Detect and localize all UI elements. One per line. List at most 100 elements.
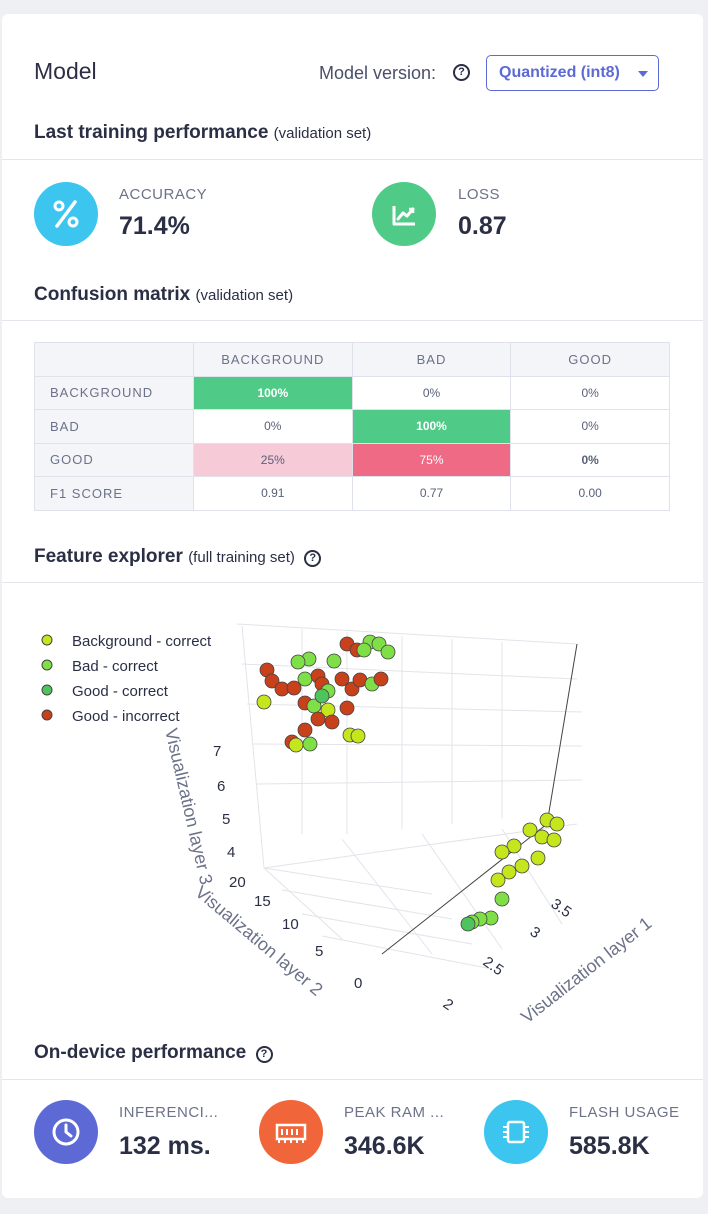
data-point xyxy=(297,671,313,687)
row-header: BAD xyxy=(34,409,194,444)
flash-value: 585.8K xyxy=(569,1132,650,1160)
legend-label: Good - incorrect xyxy=(72,708,180,725)
model-version-value: Quantized (int8) xyxy=(499,64,620,81)
clock-icon xyxy=(34,1100,98,1164)
help-icon[interactable]: ? xyxy=(453,64,470,81)
data-point xyxy=(494,891,510,907)
table-row: BAD 0% 100% 0% xyxy=(34,409,670,444)
matrix-cell: 100% xyxy=(351,409,512,444)
tick-label: 0 xyxy=(354,975,362,992)
column-header: BAD xyxy=(351,342,512,377)
feature-subtitle: (full training set) xyxy=(188,549,295,566)
flash-label: FLASH USAGE xyxy=(569,1104,680,1121)
accuracy-value: 71.4% xyxy=(119,212,190,240)
divider xyxy=(2,582,703,583)
f1-cell: 0.91 xyxy=(192,476,353,511)
row-header: BACKGROUND xyxy=(34,375,194,410)
data-point xyxy=(256,694,272,710)
data-point xyxy=(494,844,510,860)
data-point xyxy=(514,858,530,874)
accuracy-label: ACCURACY xyxy=(119,186,208,203)
legend-label: Good - correct xyxy=(72,683,169,700)
table-header-row: BACKGROUND BAD GOOD xyxy=(34,342,670,377)
data-point xyxy=(350,728,366,744)
data-point xyxy=(501,864,517,880)
table-row: BACKGROUND 100% 0% 0% xyxy=(34,375,670,410)
axis-title-layer3: Visualization layer 3 xyxy=(161,726,216,886)
data-point xyxy=(339,700,355,716)
model-version-label: Model version: xyxy=(319,63,437,83)
column-header: GOOD xyxy=(510,342,670,377)
help-icon[interactable]: ? xyxy=(304,550,322,567)
model-card: Model Model version: ? Quantized (int8) … xyxy=(2,14,703,1198)
tick-label: 5 xyxy=(315,943,323,960)
corner-cell xyxy=(34,342,194,377)
data-point xyxy=(490,872,506,888)
divider xyxy=(2,159,703,160)
legend-dot xyxy=(41,659,53,671)
tick-label: 6 xyxy=(217,778,225,795)
row-header: F1 SCORE xyxy=(34,476,194,511)
ram-label: PEAK RAM ... xyxy=(344,1104,445,1121)
table-row: F1 SCORE 0.91 0.77 0.00 xyxy=(34,476,670,511)
memory-icon xyxy=(259,1100,323,1164)
tick-label: 5 xyxy=(222,811,230,828)
training-title: Last training performance xyxy=(34,122,269,143)
help-icon[interactable]: ? xyxy=(255,1046,273,1063)
model-version-dropdown[interactable]: Quantized (int8) xyxy=(486,55,659,91)
matrix-cell: 0% xyxy=(510,375,670,410)
data-point xyxy=(264,673,280,689)
loss-label: LOSS xyxy=(458,186,501,203)
feature-title: Feature explorer xyxy=(34,546,183,567)
data-point xyxy=(297,722,313,738)
data-point xyxy=(549,816,565,832)
legend-dot xyxy=(41,709,53,721)
tick-label: 4 xyxy=(227,844,235,861)
matrix-cell: 25% xyxy=(192,442,353,477)
confusion-section-title: Confusion matrix (validation set) xyxy=(34,284,293,306)
tick-label: 3.5 xyxy=(548,895,575,921)
row-header: GOOD xyxy=(34,442,194,477)
loss-value: 0.87 xyxy=(458,212,507,240)
legend-label: Background - correct xyxy=(72,633,212,650)
data-point xyxy=(356,642,372,658)
data-point xyxy=(522,822,538,838)
data-point xyxy=(302,736,318,752)
f1-cell: 0.77 xyxy=(351,476,512,511)
plot-legend: Background - correct Bad - correct Good … xyxy=(41,633,212,725)
f1-cell: 0.00 xyxy=(510,476,670,511)
data-point xyxy=(324,714,340,730)
tick-label: 2.5 xyxy=(480,953,507,979)
table-row: GOOD 25% 75% 0% xyxy=(34,442,670,477)
matrix-cell: 75% xyxy=(351,442,512,477)
divider xyxy=(2,320,703,321)
divider xyxy=(2,1079,703,1080)
data-point xyxy=(310,711,326,727)
data-point xyxy=(290,654,306,670)
data-point xyxy=(546,832,562,848)
data-point xyxy=(314,688,330,704)
chip-icon xyxy=(484,1100,548,1164)
percent-icon xyxy=(34,182,98,246)
page-title: Model xyxy=(34,58,97,84)
tick-label: 10 xyxy=(282,916,299,933)
data-point xyxy=(380,644,396,660)
legend-dot xyxy=(41,634,53,646)
matrix-cell: 100% xyxy=(192,375,353,410)
confusion-title: Confusion matrix xyxy=(34,284,191,305)
feature-explorer-plot[interactable]: Background - correct Bad - correct Good … xyxy=(2,584,703,1034)
data-point xyxy=(326,653,342,669)
tick-label: 3 xyxy=(527,923,544,942)
tick-label: 15 xyxy=(254,893,271,910)
ram-value: 346.6K xyxy=(344,1132,425,1160)
matrix-cell: 0% xyxy=(351,375,512,410)
legend-dot xyxy=(41,684,53,696)
tick-label: 20 xyxy=(229,874,246,891)
tick-label: 7 xyxy=(213,743,221,760)
data-point xyxy=(288,737,304,753)
data-point xyxy=(460,916,476,932)
feature-section-title: Feature explorer (full training set) ? xyxy=(34,546,322,568)
data-point xyxy=(373,671,389,687)
on-device-section-title: On-device performance ? xyxy=(34,1042,273,1064)
data-point xyxy=(530,850,546,866)
